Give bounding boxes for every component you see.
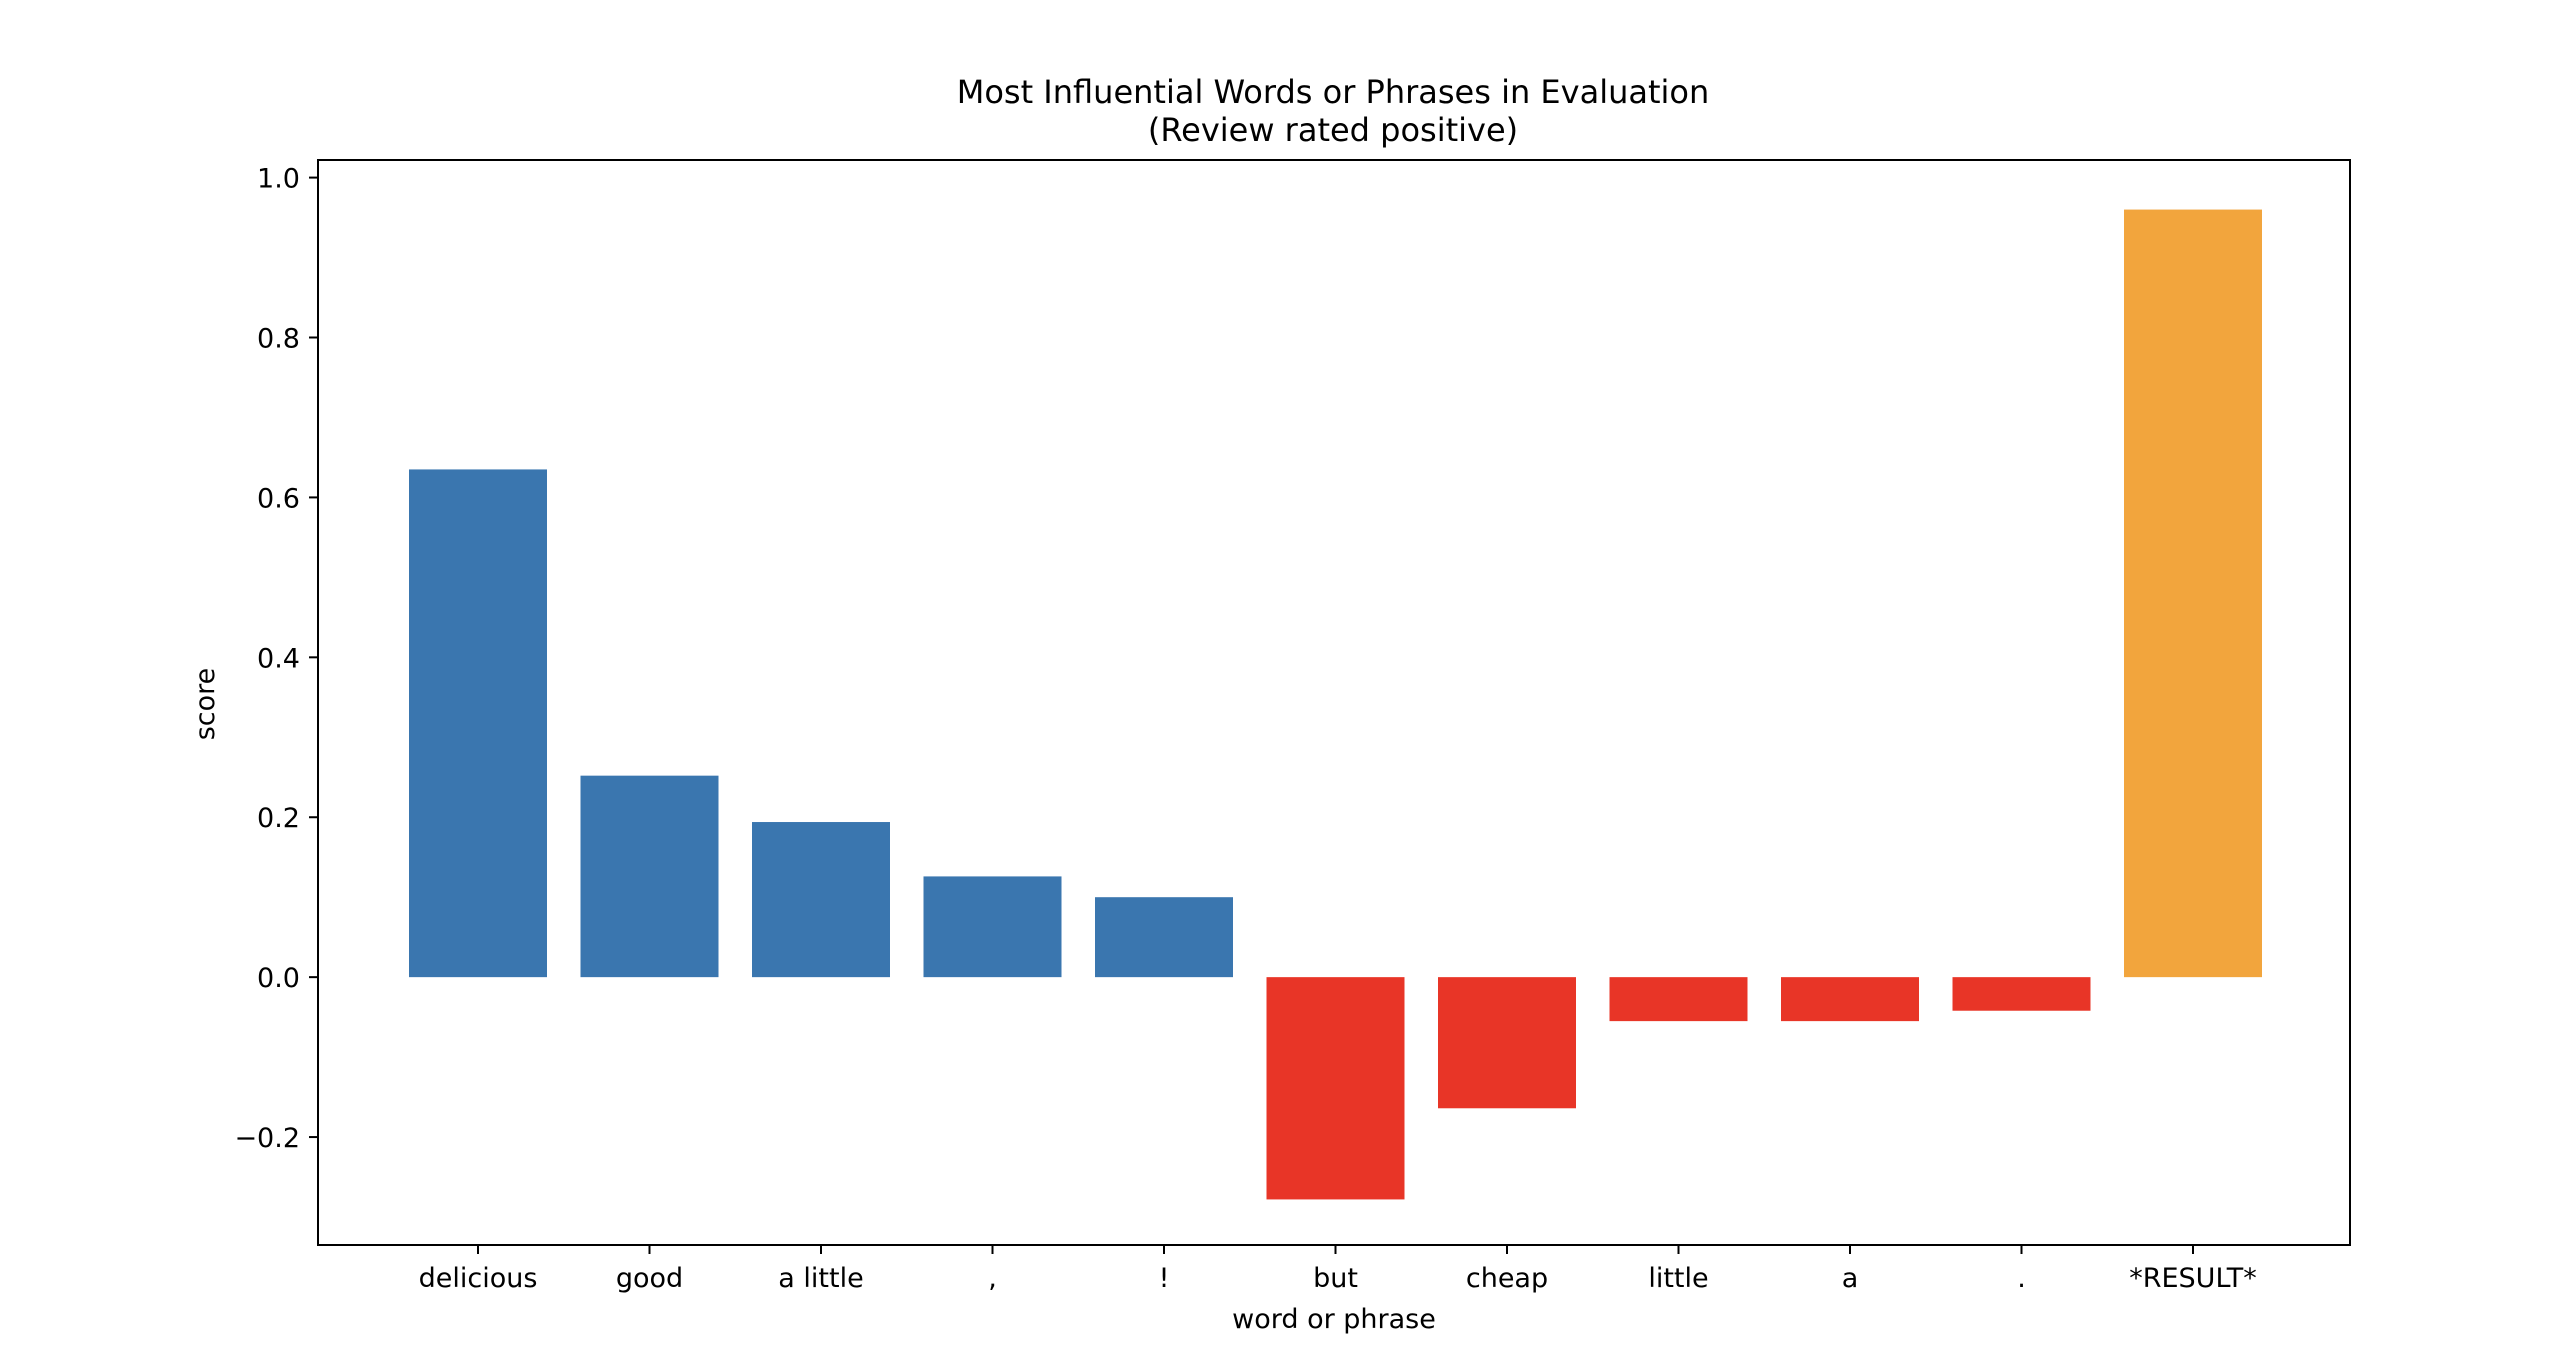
bar-1 (580, 775, 719, 978)
bar-4 (1095, 897, 1233, 978)
y-tick-label: 0.4 (257, 643, 300, 674)
bar-2 (752, 822, 890, 978)
x-tick-label: delicious (419, 1263, 538, 1294)
x-tick-label: *RESULT* (2129, 1263, 2257, 1294)
y-tick-label: 0.8 (257, 324, 300, 355)
chart-subtitle: (Review rated positive) (1148, 111, 1518, 149)
y-axis-label: score (190, 668, 221, 741)
y-tick-label: −0.2 (234, 1123, 300, 1154)
chart-title: Most Influential Words or Phrases in Eva… (957, 73, 1710, 111)
x-tick-label: a (1842, 1263, 1859, 1294)
bar-6 (1438, 977, 1576, 1109)
plot-frame (317, 159, 2351, 1246)
y-tick-label: 1.0 (257, 164, 300, 195)
x-tick-label: ! (1159, 1263, 1170, 1294)
y-tick-label: 0.0 (257, 963, 300, 994)
x-tick-label: but (1313, 1263, 1358, 1294)
y-tick-label: 0.6 (257, 483, 300, 514)
bar-3 (923, 876, 1062, 978)
x-tick-label: cheap (1466, 1263, 1548, 1294)
y-axis: −0.2 0.0 0.2 0.4 0.6 0.8 1.0 (234, 164, 318, 1154)
x-tick-label: good (616, 1263, 683, 1294)
x-tick-label: . (2017, 1263, 2026, 1294)
bar-5 (1266, 977, 1405, 1200)
x-axis-label: word or phrase (1232, 1304, 1436, 1335)
bar-0 (409, 469, 547, 978)
chart-title-group: Most Influential Words or Phrases in Eva… (957, 73, 1710, 149)
x-tick-label: little (1648, 1263, 1708, 1294)
y-tick-label: 0.2 (257, 803, 300, 834)
x-tick-label: a little (778, 1263, 863, 1294)
bars-group (409, 209, 2262, 1200)
bar-9 (1952, 977, 2091, 1011)
bar-10 (2124, 209, 2262, 978)
bar-7 (1609, 977, 1748, 1022)
bar-8 (1781, 977, 1919, 1022)
x-axis: delicious good a little,! but cheap little a. *… (419, 1245, 2257, 1294)
x-tick-label: , (988, 1263, 997, 1294)
